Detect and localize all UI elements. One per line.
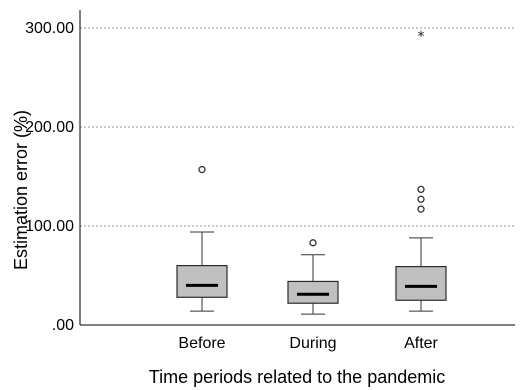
outlier-point: [198, 165, 206, 174]
y-tick-label: 200.00: [25, 119, 74, 136]
boxes: *: [176, 29, 447, 315]
iqr-box: [287, 280, 339, 304]
outlier-point: [417, 185, 425, 194]
x-tick-label: After: [404, 335, 438, 352]
x-tick-label: Before: [178, 335, 225, 352]
outlier-point: [417, 195, 425, 203]
y-axis-title: Estimation error (%): [11, 110, 31, 270]
grid-lines: [80, 27, 515, 227]
y-tick-label: 100.00: [25, 218, 74, 235]
outlier-point: [309, 239, 317, 247]
x-axis-title: Time periods related to the pandemic: [149, 367, 446, 387]
box-during: [287, 239, 339, 315]
iqr-box: [395, 265, 447, 301]
x-tick-label: During: [289, 335, 336, 352]
box-before: [176, 165, 228, 312]
iqr-box: [176, 265, 228, 298]
x-tick-labels: Before During After: [178, 335, 438, 352]
extreme-point-star: *: [418, 29, 425, 45]
box-after: *: [395, 29, 447, 312]
y-tick-labels: .00 100.00 200.00 300.00: [25, 20, 74, 334]
outlier-point: [417, 205, 425, 213]
y-tick-label: .00: [52, 317, 74, 334]
axes: [79, 10, 515, 326]
y-tick-label: 300.00: [25, 20, 74, 37]
